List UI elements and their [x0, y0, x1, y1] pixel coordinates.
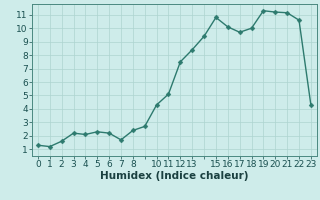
X-axis label: Humidex (Indice chaleur): Humidex (Indice chaleur) — [100, 171, 249, 181]
